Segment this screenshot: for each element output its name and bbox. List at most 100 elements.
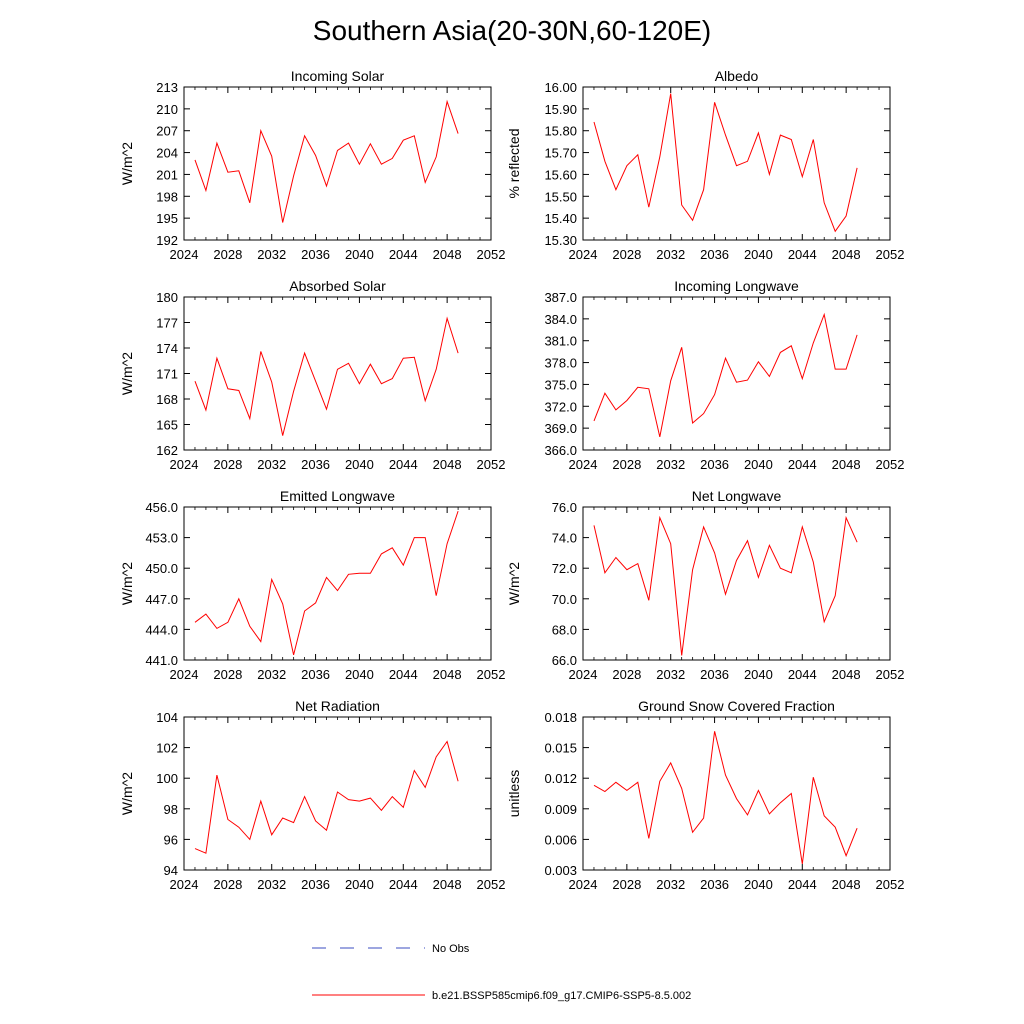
panels: Incoming Solar W/m^2 2024 2028 2032 2036 2040 2…: [119, 68, 904, 892]
x-tick-label: 2052: [477, 877, 506, 892]
y-axis-label: unitless: [506, 770, 522, 817]
panel-6: Net Radiation W/m^2 2024 2028 2032 2036 2040 20…: [119, 698, 505, 892]
x-tick-label: 2044: [788, 247, 817, 262]
x-tick-label: 2024: [569, 877, 598, 892]
y-tick-label: 15.50: [544, 189, 577, 204]
panel-2: Absorbed Solar W/m^2 2024 2028 2032 2036 2040 2…: [119, 278, 505, 472]
legend: No Obs b.e21.BSSP585cmip6.f09_g17.CMIP6-…: [312, 943, 691, 1002]
legend-model-label: b.e21.BSSP585cmip6.f09_g17.CMIP6-SSP5-8.…: [432, 990, 691, 1002]
panel-1: Albedo % reflected 2024 2028 2032 2036 2040 204…: [506, 68, 904, 262]
y-tick-label: 15.90: [544, 102, 577, 117]
y-axis-label: W/m^2: [119, 352, 135, 395]
y-tick-label: 168: [156, 392, 178, 407]
plot-frame: [183, 296, 492, 451]
y-tick-label: 180: [156, 290, 178, 305]
panel-title: Incoming Longwave: [674, 278, 799, 294]
x-tick-label: 2032: [656, 667, 685, 682]
x-tick-label: 2036: [301, 667, 330, 682]
x-tick-label: 2048: [433, 877, 462, 892]
x-tick-label: 2040: [345, 247, 374, 262]
x-tick-label: 2048: [832, 877, 861, 892]
x-tick-label: 2044: [788, 877, 817, 892]
x-tick-label: 2040: [345, 667, 374, 682]
plot-frame: [582, 86, 891, 241]
y-tick-label: 369.0: [544, 421, 577, 436]
y-tick-label: 198: [156, 189, 178, 204]
x-tick-label: 2024: [170, 667, 199, 682]
y-tick-label: 378.0: [544, 356, 577, 371]
y-tick-label: 100: [156, 771, 178, 786]
y-tick-label: 74.0: [552, 531, 577, 546]
x-tick-label: 2048: [832, 667, 861, 682]
x-tick-label: 2052: [477, 247, 506, 262]
x-tick-label: 2036: [700, 457, 729, 472]
series-line: [194, 740, 459, 854]
x-tick-label: 2052: [876, 247, 905, 262]
y-tick-label: 372.0: [544, 399, 577, 414]
series-line: [593, 731, 858, 864]
x-tick-label: 2048: [832, 247, 861, 262]
x-tick-label: 2024: [170, 457, 199, 472]
x-tick-label: 2044: [389, 457, 418, 472]
x-tick-label: 2028: [213, 877, 242, 892]
y-tick-label: 450.0: [145, 561, 178, 576]
x-tick-label: 2036: [301, 457, 330, 472]
y-tick-label: 453.0: [145, 531, 178, 546]
y-tick-label: 94: [164, 863, 178, 878]
x-tick-label: 2036: [700, 667, 729, 682]
x-tick-label: 2036: [301, 247, 330, 262]
panel-0: Incoming Solar W/m^2 2024 2028 2032 2036 2040 2…: [119, 68, 505, 262]
x-tick-label: 2052: [876, 457, 905, 472]
y-axis-label: W/m^2: [119, 142, 135, 185]
y-tick-label: 441.0: [145, 653, 178, 668]
x-tick-label: 2036: [301, 877, 330, 892]
y-tick-label: 204: [156, 146, 178, 161]
x-tick-label: 2032: [656, 457, 685, 472]
panel-title: Albedo: [715, 68, 759, 84]
series-line: [593, 515, 858, 656]
x-tick-label: 2052: [876, 877, 905, 892]
y-tick-label: 15.70: [544, 146, 577, 161]
x-tick-label: 2044: [788, 457, 817, 472]
x-tick-label: 2032: [257, 457, 286, 472]
y-tick-label: 201: [156, 167, 178, 182]
y-tick-label: 375.0: [544, 377, 577, 392]
plot-frame: [582, 296, 891, 451]
x-tick-label: 2032: [656, 877, 685, 892]
y-tick-label: 387.0: [544, 290, 577, 305]
x-tick-label: 2028: [213, 247, 242, 262]
x-tick-label: 2048: [433, 247, 462, 262]
x-tick-label: 2024: [569, 667, 598, 682]
y-tick-label: 174: [156, 341, 178, 356]
x-tick-label: 2040: [744, 247, 773, 262]
x-tick-label: 2032: [257, 247, 286, 262]
panel-title: Net Radiation: [295, 698, 380, 714]
y-tick-label: 15.60: [544, 167, 577, 182]
y-tick-label: 70.0: [552, 592, 577, 607]
y-tick-label: 384.0: [544, 312, 577, 327]
x-tick-label: 2040: [345, 877, 374, 892]
panel-title: Incoming Solar: [291, 68, 385, 84]
y-tick-label: 0.018: [544, 710, 577, 725]
x-tick-label: 2024: [170, 247, 199, 262]
x-tick-label: 2048: [433, 667, 462, 682]
series-line: [593, 93, 858, 233]
y-tick-label: 0.009: [544, 802, 577, 817]
x-tick-label: 2040: [744, 457, 773, 472]
plot-frame: [582, 506, 891, 661]
x-tick-label: 2052: [876, 667, 905, 682]
y-axis-label: W/m^2: [506, 562, 522, 605]
y-tick-label: 192: [156, 233, 178, 248]
x-tick-label: 2048: [433, 457, 462, 472]
plot-frame: [582, 716, 891, 871]
x-tick-label: 2028: [213, 667, 242, 682]
series-line: [194, 99, 459, 223]
y-tick-label: 447.0: [145, 592, 178, 607]
y-tick-label: 72.0: [552, 561, 577, 576]
x-tick-label: 2036: [700, 247, 729, 262]
panel-title: Net Longwave: [692, 488, 782, 504]
x-tick-label: 2024: [569, 457, 598, 472]
y-axis-label: % reflected: [506, 128, 522, 198]
y-tick-label: 213: [156, 80, 178, 95]
y-tick-label: 366.0: [544, 443, 577, 458]
